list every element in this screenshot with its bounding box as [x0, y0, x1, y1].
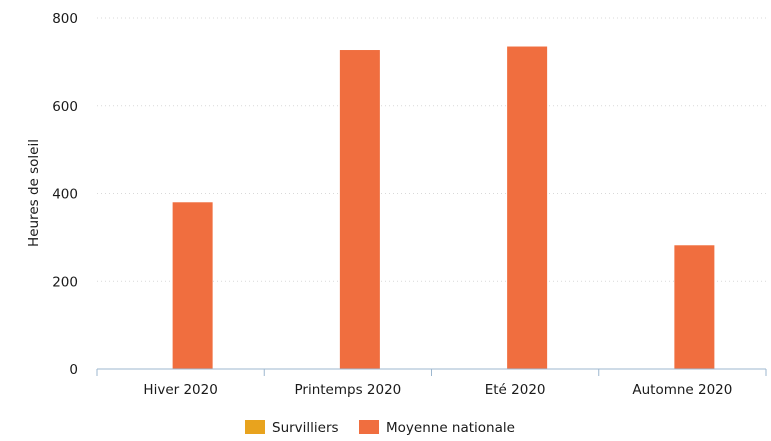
y-axis-ticks: 0 200 400 600 800: [52, 11, 78, 378]
x-axis-ticks: Hiver 2020 Printemps 2020 Eté 2020 Automne …: [96, 369, 767, 398]
x-tick-label: Printemps 2020: [294, 382, 401, 398]
y-axis-title: Heures de soleil: [26, 139, 42, 247]
x-tick-label: Hiver 2020: [143, 382, 217, 398]
bars: [172, 46, 715, 370]
legend-label: Moyenne nationale: [386, 420, 515, 436]
y-tick-label: 800: [52, 11, 78, 27]
legend-swatch: [359, 420, 379, 434]
x-tick-label: Automne 2020: [632, 382, 732, 398]
x-tick-label: Eté 2020: [485, 382, 546, 398]
y-tick-label: 600: [52, 99, 78, 115]
legend-label: Survilliers: [272, 420, 339, 436]
bar: [674, 245, 715, 369]
bar: [172, 202, 213, 369]
y-tick-label: 200: [52, 274, 78, 290]
bar: [339, 50, 380, 370]
y-tick-label: 0: [69, 362, 78, 378]
bar: [507, 46, 548, 370]
legend-swatch: [245, 420, 265, 434]
legend: Survilliers Moyenne nationale: [245, 420, 515, 436]
y-tick-label: 400: [52, 187, 78, 203]
